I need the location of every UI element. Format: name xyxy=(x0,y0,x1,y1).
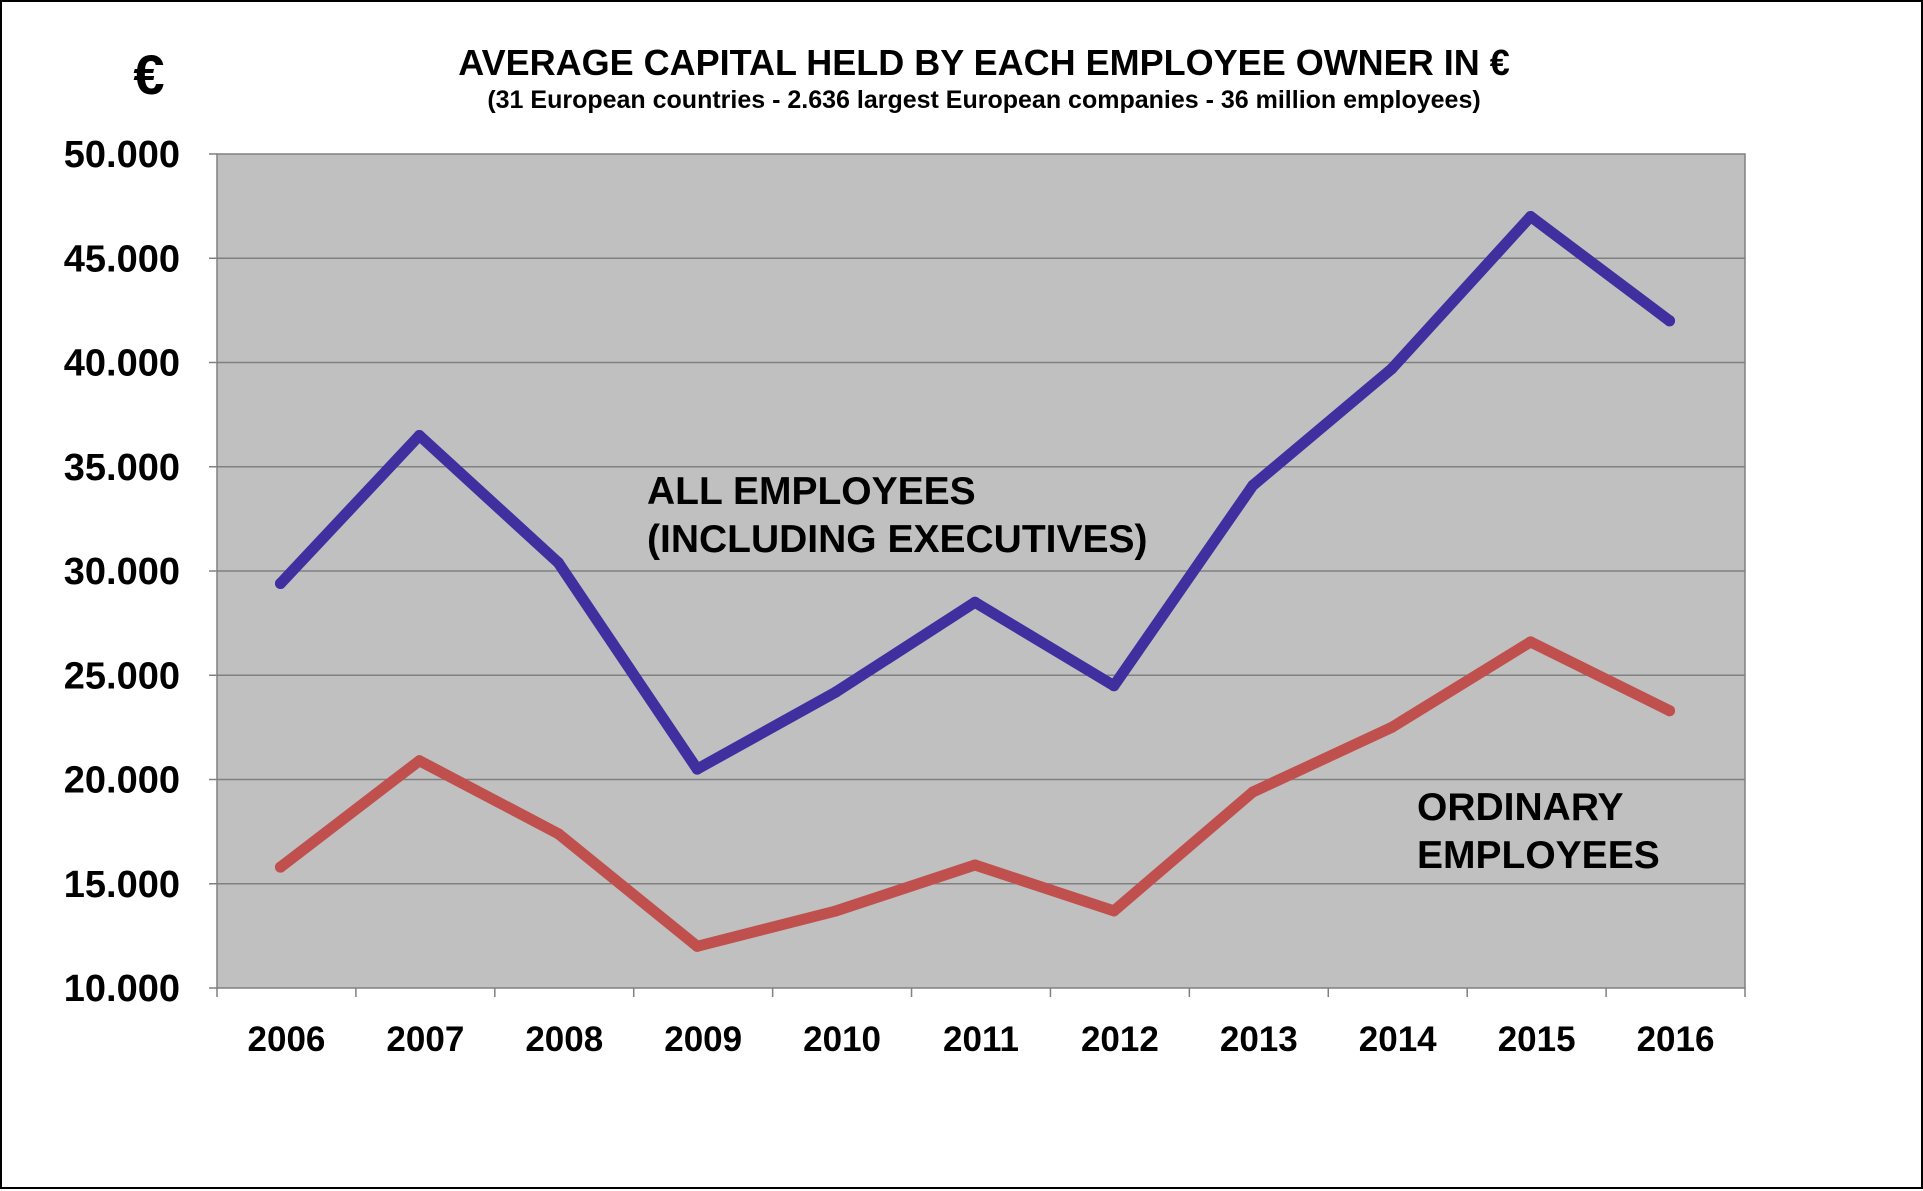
chart-title: AVERAGE CAPITAL HELD BY EACH EMPLOYEE OW… xyxy=(458,42,1509,83)
y-tick-label: 15.000 xyxy=(64,864,180,906)
y-tick-label: 35.000 xyxy=(64,447,180,489)
data-point xyxy=(413,755,425,767)
data-point xyxy=(969,596,981,608)
y-tick-label: 45.000 xyxy=(64,238,180,280)
data-point xyxy=(1247,480,1259,492)
x-tick-label: 2008 xyxy=(525,1020,603,1059)
data-point xyxy=(552,557,564,569)
series-annotations: ALL EMPLOYEES (INCLUDING EXECUTIVES) ORDIN… xyxy=(647,470,1660,877)
x-tick-label: 2012 xyxy=(1081,1020,1159,1059)
data-point xyxy=(1664,315,1676,327)
data-point xyxy=(1386,721,1398,733)
x-tick-label: 2013 xyxy=(1220,1020,1298,1059)
data-point xyxy=(830,905,842,917)
series-label: (INCLUDING EXECUTIVES) xyxy=(647,518,1148,561)
data-point xyxy=(1386,363,1398,375)
data-point xyxy=(552,828,564,840)
series-label: ORDINARY xyxy=(1417,786,1624,829)
y-tick-label: 20.000 xyxy=(64,760,180,802)
series-group xyxy=(274,211,1676,952)
data-point xyxy=(1525,211,1537,223)
data-point xyxy=(1108,680,1120,692)
data-point xyxy=(274,578,286,590)
y-tick-label: 40.000 xyxy=(64,343,180,385)
x-tick-label: 2010 xyxy=(803,1020,881,1059)
data-point xyxy=(1108,905,1120,917)
y-tick-label: 10.000 xyxy=(64,968,180,1010)
y-tick-label: 30.000 xyxy=(64,551,180,593)
x-tick-label: 2011 xyxy=(943,1020,1019,1059)
data-point xyxy=(969,859,981,871)
x-axis: 2006 2007 2008 2009 2010 2011 2012 2013 2014 2015… xyxy=(216,988,1746,1059)
data-point xyxy=(274,861,286,873)
x-tick-label: 2016 xyxy=(1637,1020,1715,1059)
series-label: ALL EMPLOYEES xyxy=(647,470,976,513)
x-tick-label: 2015 xyxy=(1498,1020,1576,1059)
x-tick-label: 2014 xyxy=(1359,1020,1437,1059)
data-point xyxy=(1247,786,1259,798)
data-point xyxy=(830,686,842,698)
y-tick-label: 50.000 xyxy=(64,134,180,176)
data-point xyxy=(691,763,703,775)
data-point xyxy=(691,940,703,952)
x-tick-label: 2006 xyxy=(248,1020,326,1059)
x-tick-label: 2007 xyxy=(386,1020,464,1059)
y-tick-label: 25.000 xyxy=(64,655,180,697)
y-axis: 50.000 45.000 40.000 35.000 30.000 25.000 20.0… xyxy=(64,134,217,1010)
x-tick-label: 2009 xyxy=(664,1020,742,1059)
chart-subtitle: (31 European countries - 2.636 largest E… xyxy=(487,86,1480,114)
data-point xyxy=(413,429,425,441)
series-label: EMPLOYEES xyxy=(1417,834,1660,877)
data-point xyxy=(1525,636,1537,648)
unit-label: € xyxy=(133,43,164,106)
data-point xyxy=(1664,705,1676,717)
